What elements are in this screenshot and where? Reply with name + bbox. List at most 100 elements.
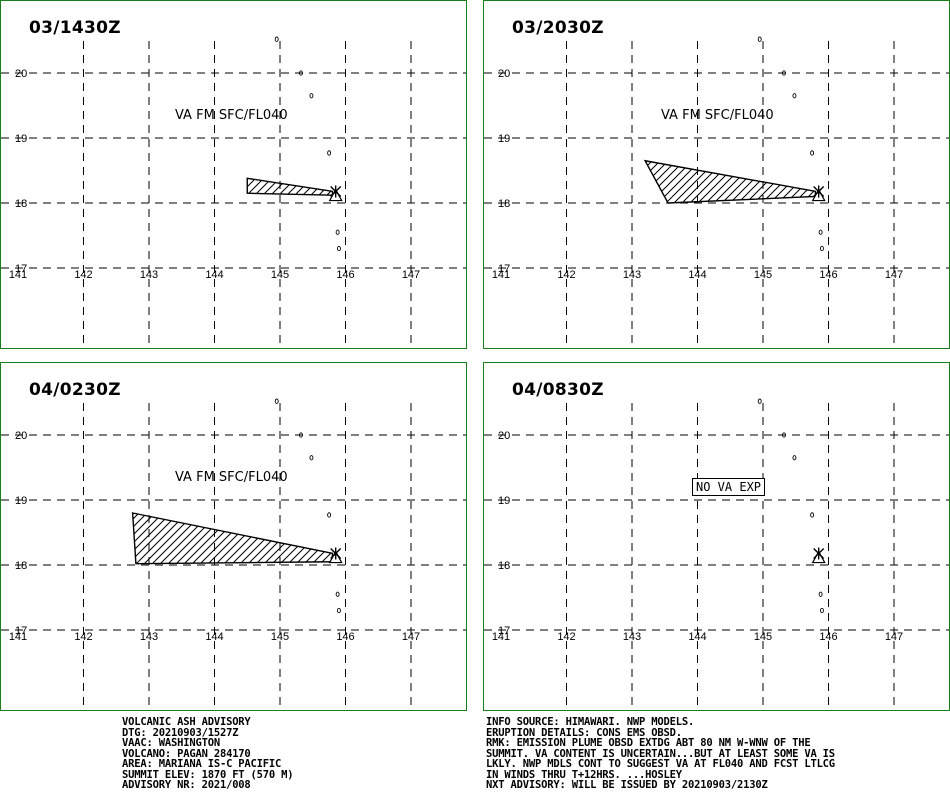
advisory-remarks-block: INFO SOURCE: HIMAWARI. NWP MODELS. ERUPT… <box>486 717 835 791</box>
advisory-line: INFO SOURCE: HIMAWARI. NWP MODELS. <box>486 716 695 728</box>
ash-cloud-polygon <box>246 177 334 196</box>
island-marker <box>299 70 303 76</box>
island-marker <box>810 512 815 518</box>
longitude-label: 147 <box>885 269 903 281</box>
advisory-line: NXT ADVISORY: WILL BE ISSUED BY 20210903… <box>486 779 768 791</box>
latitude-label: 18 <box>498 198 510 210</box>
island-marker <box>820 607 824 614</box>
longitude-label: 142 <box>74 631 92 643</box>
eruption-asterisk-icon <box>330 185 342 198</box>
latitude-label: 20 <box>498 430 510 442</box>
va-altitude-label: VA FM SFC/FL040 <box>661 108 774 123</box>
panel-time: 04/0830Z <box>512 380 604 400</box>
longitude-label: 145 <box>271 631 289 643</box>
latitude-label: 17 <box>498 263 510 275</box>
island-marker <box>782 432 786 438</box>
longitude-label: 141 <box>492 631 510 643</box>
island-marker <box>782 70 786 76</box>
longitude-label: 142 <box>74 269 92 281</box>
ash-cloud-polygon <box>131 512 334 565</box>
longitude-label: 144 <box>688 269 706 281</box>
advisory-line: VAAC: WASHINGTON <box>122 737 220 749</box>
map-panel-3: 141 142 143 144 145 146 147 20 19 18 17 04/0230Z V… <box>0 362 467 711</box>
advisory-header-block: VOLCANIC ASH ADVISORY DTG: 20210903/1527… <box>122 716 294 791</box>
latitude-label: 19 <box>498 495 510 507</box>
advisory-line: AREA: MARIANA IS-C PACIFIC <box>122 758 282 770</box>
longitude-label: 145 <box>754 631 772 643</box>
island-marker <box>792 455 797 461</box>
latitude-label: 19 <box>15 495 27 507</box>
latitude-label: 20 <box>15 430 27 442</box>
latitude-label: 17 <box>15 625 27 637</box>
island-marker <box>818 229 823 235</box>
longitude-label: 144 <box>205 631 223 643</box>
longitude-label: 146 <box>336 269 354 281</box>
latitude-label: 18 <box>15 560 27 572</box>
island-marker <box>337 245 341 252</box>
longitude-label: 145 <box>754 269 772 281</box>
latitude-label: 20 <box>498 68 510 80</box>
island-marker <box>335 229 340 235</box>
va-altitude-label: VA FM SFC/FL040 <box>175 108 288 123</box>
island-marker <box>757 398 762 404</box>
map-panel-1: 141 142 143 144 145 146 147 20 19 18 17 03/1430Z V… <box>0 0 467 349</box>
eruption-asterisk-icon <box>330 547 342 560</box>
latitude-label: 17 <box>498 625 510 637</box>
advisory-line: VOLCANIC ASH ADVISORY <box>122 716 251 728</box>
panel-time: 03/1430Z <box>29 18 121 38</box>
ash-cloud-polygon <box>643 159 817 204</box>
advisory-line: ERUPTION DETAILS: CONS EMS OBSD. <box>486 726 682 739</box>
longitude-label: 141 <box>9 631 27 643</box>
panel-time: 03/2030Z <box>512 18 604 38</box>
longitude-label: 141 <box>9 269 27 281</box>
island-marker <box>299 432 303 438</box>
island-marker <box>337 607 341 614</box>
island-marker <box>818 591 823 597</box>
island-marker <box>309 455 314 461</box>
panel-time: 04/0230Z <box>29 380 121 400</box>
longitude-label: 147 <box>885 631 903 643</box>
longitude-label: 147 <box>402 269 420 281</box>
latitude-label: 18 <box>15 198 27 210</box>
longitude-label: 143 <box>623 631 641 643</box>
va-altitude-label: VA FM SFC/FL040 <box>175 470 288 485</box>
longitude-label: 144 <box>688 631 706 643</box>
longitude-label: 146 <box>819 631 837 643</box>
longitude-label: 142 <box>557 631 575 643</box>
map-canvas: 141 142 143 144 145 146 147 20 19 18 17 <box>484 398 949 709</box>
map-panel-4: 141 142 143 144 145 146 147 20 19 18 17 04/0830Z N… <box>483 362 950 711</box>
eruption-asterisk-icon <box>813 547 825 560</box>
longitude-label: 142 <box>557 269 575 281</box>
advisory-line: IN WINDS THRU T+12HRS. ...HOSLEY <box>486 768 682 781</box>
map-canvas: 141 142 143 144 145 146 147 20 19 18 17 <box>1 36 466 347</box>
advisory-line: DTG: 20210903/1527Z <box>122 726 239 739</box>
advisory-line: RMK: EMISSION PLUME OBSD EXTDG ABT 80 NM… <box>486 737 811 749</box>
advisory-line: SUMMIT ELEV: 1870 FT (570 M) <box>122 768 294 781</box>
eruption-asterisk-icon <box>813 185 825 198</box>
island-marker <box>274 398 279 404</box>
island-marker <box>309 93 314 99</box>
longitude-label: 143 <box>140 631 158 643</box>
map-panel-2: 141 142 143 144 145 146 147 20 19 18 17 03/2030Z V… <box>483 0 950 349</box>
longitude-label: 143 <box>140 269 158 281</box>
advisory-line: VOLCANO: PAGAN 284170 <box>122 747 251 760</box>
no-va-expected-box: NO VA EXP <box>692 478 766 496</box>
island-marker <box>327 150 332 156</box>
longitude-label: 146 <box>336 631 354 643</box>
advisory-line: LKLY. NWP MDLS CONT TO SUGGEST VA AT FL0… <box>486 758 835 770</box>
longitude-label: 145 <box>271 269 289 281</box>
island-marker <box>335 591 340 597</box>
advisory-line: ADVISORY NR: 2021/008 <box>122 779 251 791</box>
longitude-label: 141 <box>492 269 510 281</box>
island-marker <box>792 93 797 99</box>
latitude-label: 18 <box>498 560 510 572</box>
latitude-label: 17 <box>15 263 27 275</box>
map-canvas: 141 142 143 144 145 146 147 20 19 18 17 <box>1 398 466 709</box>
longitude-label: 144 <box>205 269 223 281</box>
latitude-label: 19 <box>498 133 510 145</box>
longitude-label: 143 <box>623 269 641 281</box>
island-marker <box>274 36 279 42</box>
latitude-label: 19 <box>15 133 27 145</box>
island-marker <box>757 36 762 42</box>
longitude-label: 146 <box>819 269 837 281</box>
